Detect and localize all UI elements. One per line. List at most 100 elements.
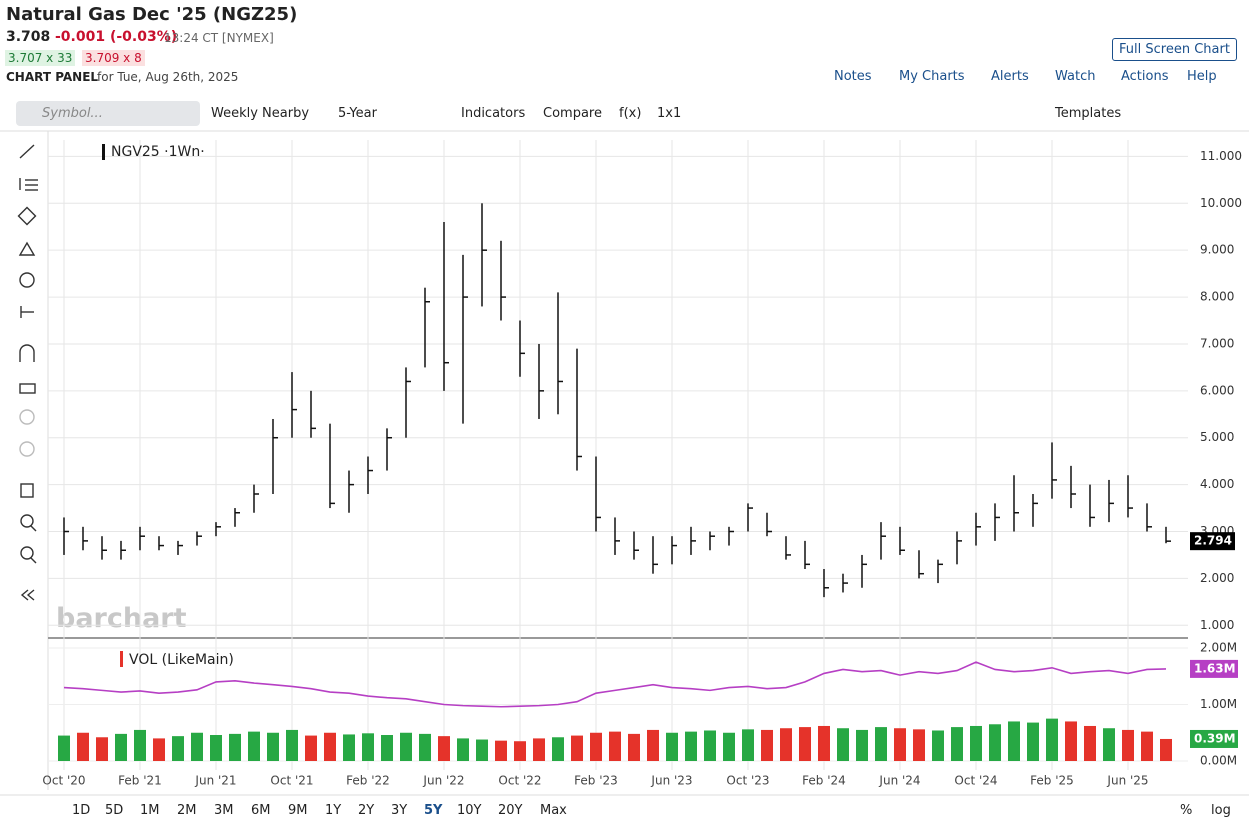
x-tick-label: Jun '25	[1106, 774, 1148, 788]
period-button[interactable]: 3Y	[391, 803, 408, 818]
last-price: 3.708	[6, 29, 51, 45]
scale-option[interactable]: log	[1211, 803, 1231, 818]
title: Natural Gas Dec '25 (NGZ25)	[6, 4, 298, 25]
actions-link[interactable]: Actions	[1121, 69, 1169, 84]
volume-bar	[913, 729, 925, 761]
y-tick-label: 1.00M	[1200, 697, 1237, 711]
volume-bar	[628, 733, 640, 761]
volume-bar	[875, 727, 887, 761]
y-tick-label: 0.00M	[1200, 754, 1237, 768]
volume-bar	[343, 734, 355, 761]
watermark: barchart	[56, 603, 187, 634]
volume-bar	[1103, 728, 1115, 761]
y-tick-label: 4.000	[1200, 477, 1234, 491]
period-button[interactable]: 2M	[177, 803, 197, 818]
search-box[interactable]: Symbol...	[16, 101, 200, 126]
period-button[interactable]: 1D	[72, 803, 91, 818]
volume-average	[63, 661, 1167, 708]
volume-bar	[362, 733, 374, 761]
volume-bar	[419, 733, 431, 761]
volume-bar	[685, 731, 697, 761]
period-button[interactable]: 6M	[251, 803, 271, 818]
volume-label: 0.39M	[1194, 731, 1236, 745]
watch-link[interactable]: Watch	[1055, 69, 1096, 84]
alerts-link[interactable]: Alerts	[991, 69, 1029, 84]
notes-link[interactable]: Notes	[834, 69, 872, 84]
x-tick-label: Oct '23	[726, 774, 769, 788]
volume-bar	[742, 729, 754, 761]
full-screen-button[interactable]: Full Screen Chart	[1112, 38, 1237, 61]
my-charts-link[interactable]: My Charts	[899, 69, 965, 84]
volume-bar	[1084, 725, 1096, 761]
toolbar-item[interactable]: Indicators	[461, 106, 526, 121]
volume-bar	[723, 732, 735, 761]
period-button[interactable]: 1M	[140, 803, 160, 818]
period-button[interactable]: Max	[540, 803, 567, 818]
volume-bar	[1046, 718, 1058, 761]
period-button[interactable]: 9M	[288, 803, 308, 818]
toolbar-item[interactable]: Weekly Nearby	[211, 106, 310, 121]
volume-bar	[286, 729, 298, 761]
period-button[interactable]: 5D	[105, 803, 124, 818]
volume-bar	[647, 729, 659, 761]
x-tick-label: Jun '21	[194, 774, 236, 788]
volume-bar	[856, 729, 868, 761]
toolbar-item[interactable]: f(x)	[619, 106, 642, 121]
x-tick-label: Oct '22	[498, 774, 541, 788]
volume-bar	[96, 737, 108, 761]
period-button[interactable]: 1Y	[325, 803, 342, 818]
y-tick-label: 11.000	[1200, 149, 1242, 163]
toolbar-item[interactable]: 5-Year	[338, 106, 377, 121]
volume-bar	[704, 730, 716, 761]
period-button[interactable]: 2Y	[358, 803, 375, 818]
volume-bar	[837, 728, 849, 761]
x-tick-label: Jun '24	[878, 774, 920, 788]
price-change: -0.001 (-0.03%)	[55, 29, 178, 45]
templates-button[interactable]: Templates	[1055, 106, 1122, 121]
volume-bar	[324, 732, 336, 761]
volume-bar	[761, 729, 773, 761]
toolbar-item[interactable]: 1x1	[657, 106, 682, 121]
panel-label: CHART PANEL	[6, 70, 99, 84]
volume-bar	[1008, 721, 1020, 761]
volume-bar	[799, 727, 811, 761]
y-tick-label: 8.000	[1200, 290, 1234, 304]
y-tick-label: 3.000	[1200, 524, 1234, 538]
x-tick-label: Feb '22	[346, 774, 390, 788]
x-tick-label: Feb '24	[802, 774, 846, 788]
volume-bar	[552, 737, 564, 761]
last-price-box	[1190, 532, 1235, 551]
avg-label: 1.63M	[1194, 661, 1236, 675]
help-link[interactable]: Help	[1187, 69, 1217, 84]
y-tick-label: 7.000	[1200, 336, 1234, 350]
volume-bar	[932, 730, 944, 761]
volume-bar	[571, 735, 583, 761]
tool-icons	[17, 144, 38, 601]
volume-bar	[514, 741, 526, 761]
y-tick-label: 2.000	[1200, 571, 1234, 585]
period-button[interactable]: 10Y	[457, 803, 482, 818]
legend-swatch	[102, 144, 105, 160]
volume-bar	[894, 728, 906, 761]
volume-bar	[476, 739, 488, 761]
toolbar-item[interactable]: Compare	[543, 106, 602, 121]
x-tick-label: Oct '20	[42, 774, 85, 788]
volume-bar	[400, 732, 412, 761]
volume-bar	[305, 735, 317, 761]
period-button[interactable]: 3M	[214, 803, 234, 818]
x-tick-label: Jun '22	[422, 774, 464, 788]
period-button[interactable]: 5Y	[424, 803, 443, 818]
period-bar: 1D 5D 1M 2M 3M 6M 9M 1Y 2Y 3Y 5Y 10Y 20Y Max% log	[0, 801, 1249, 823]
volume-bar	[381, 735, 393, 761]
volume-bar	[970, 725, 982, 761]
volume-bar	[495, 740, 507, 761]
scale-option[interactable]: %	[1180, 803, 1193, 818]
legend: VOL (LikeMain)	[129, 652, 234, 668]
avg-label-box	[1190, 659, 1238, 678]
period-button[interactable]: 20Y	[498, 803, 523, 818]
y-tick-label: 6.000	[1200, 383, 1234, 397]
y-tick-label: 2.00M	[1200, 641, 1237, 655]
volume-bar	[1027, 722, 1039, 761]
volume-bar	[438, 736, 450, 761]
volume-bar	[210, 735, 222, 761]
